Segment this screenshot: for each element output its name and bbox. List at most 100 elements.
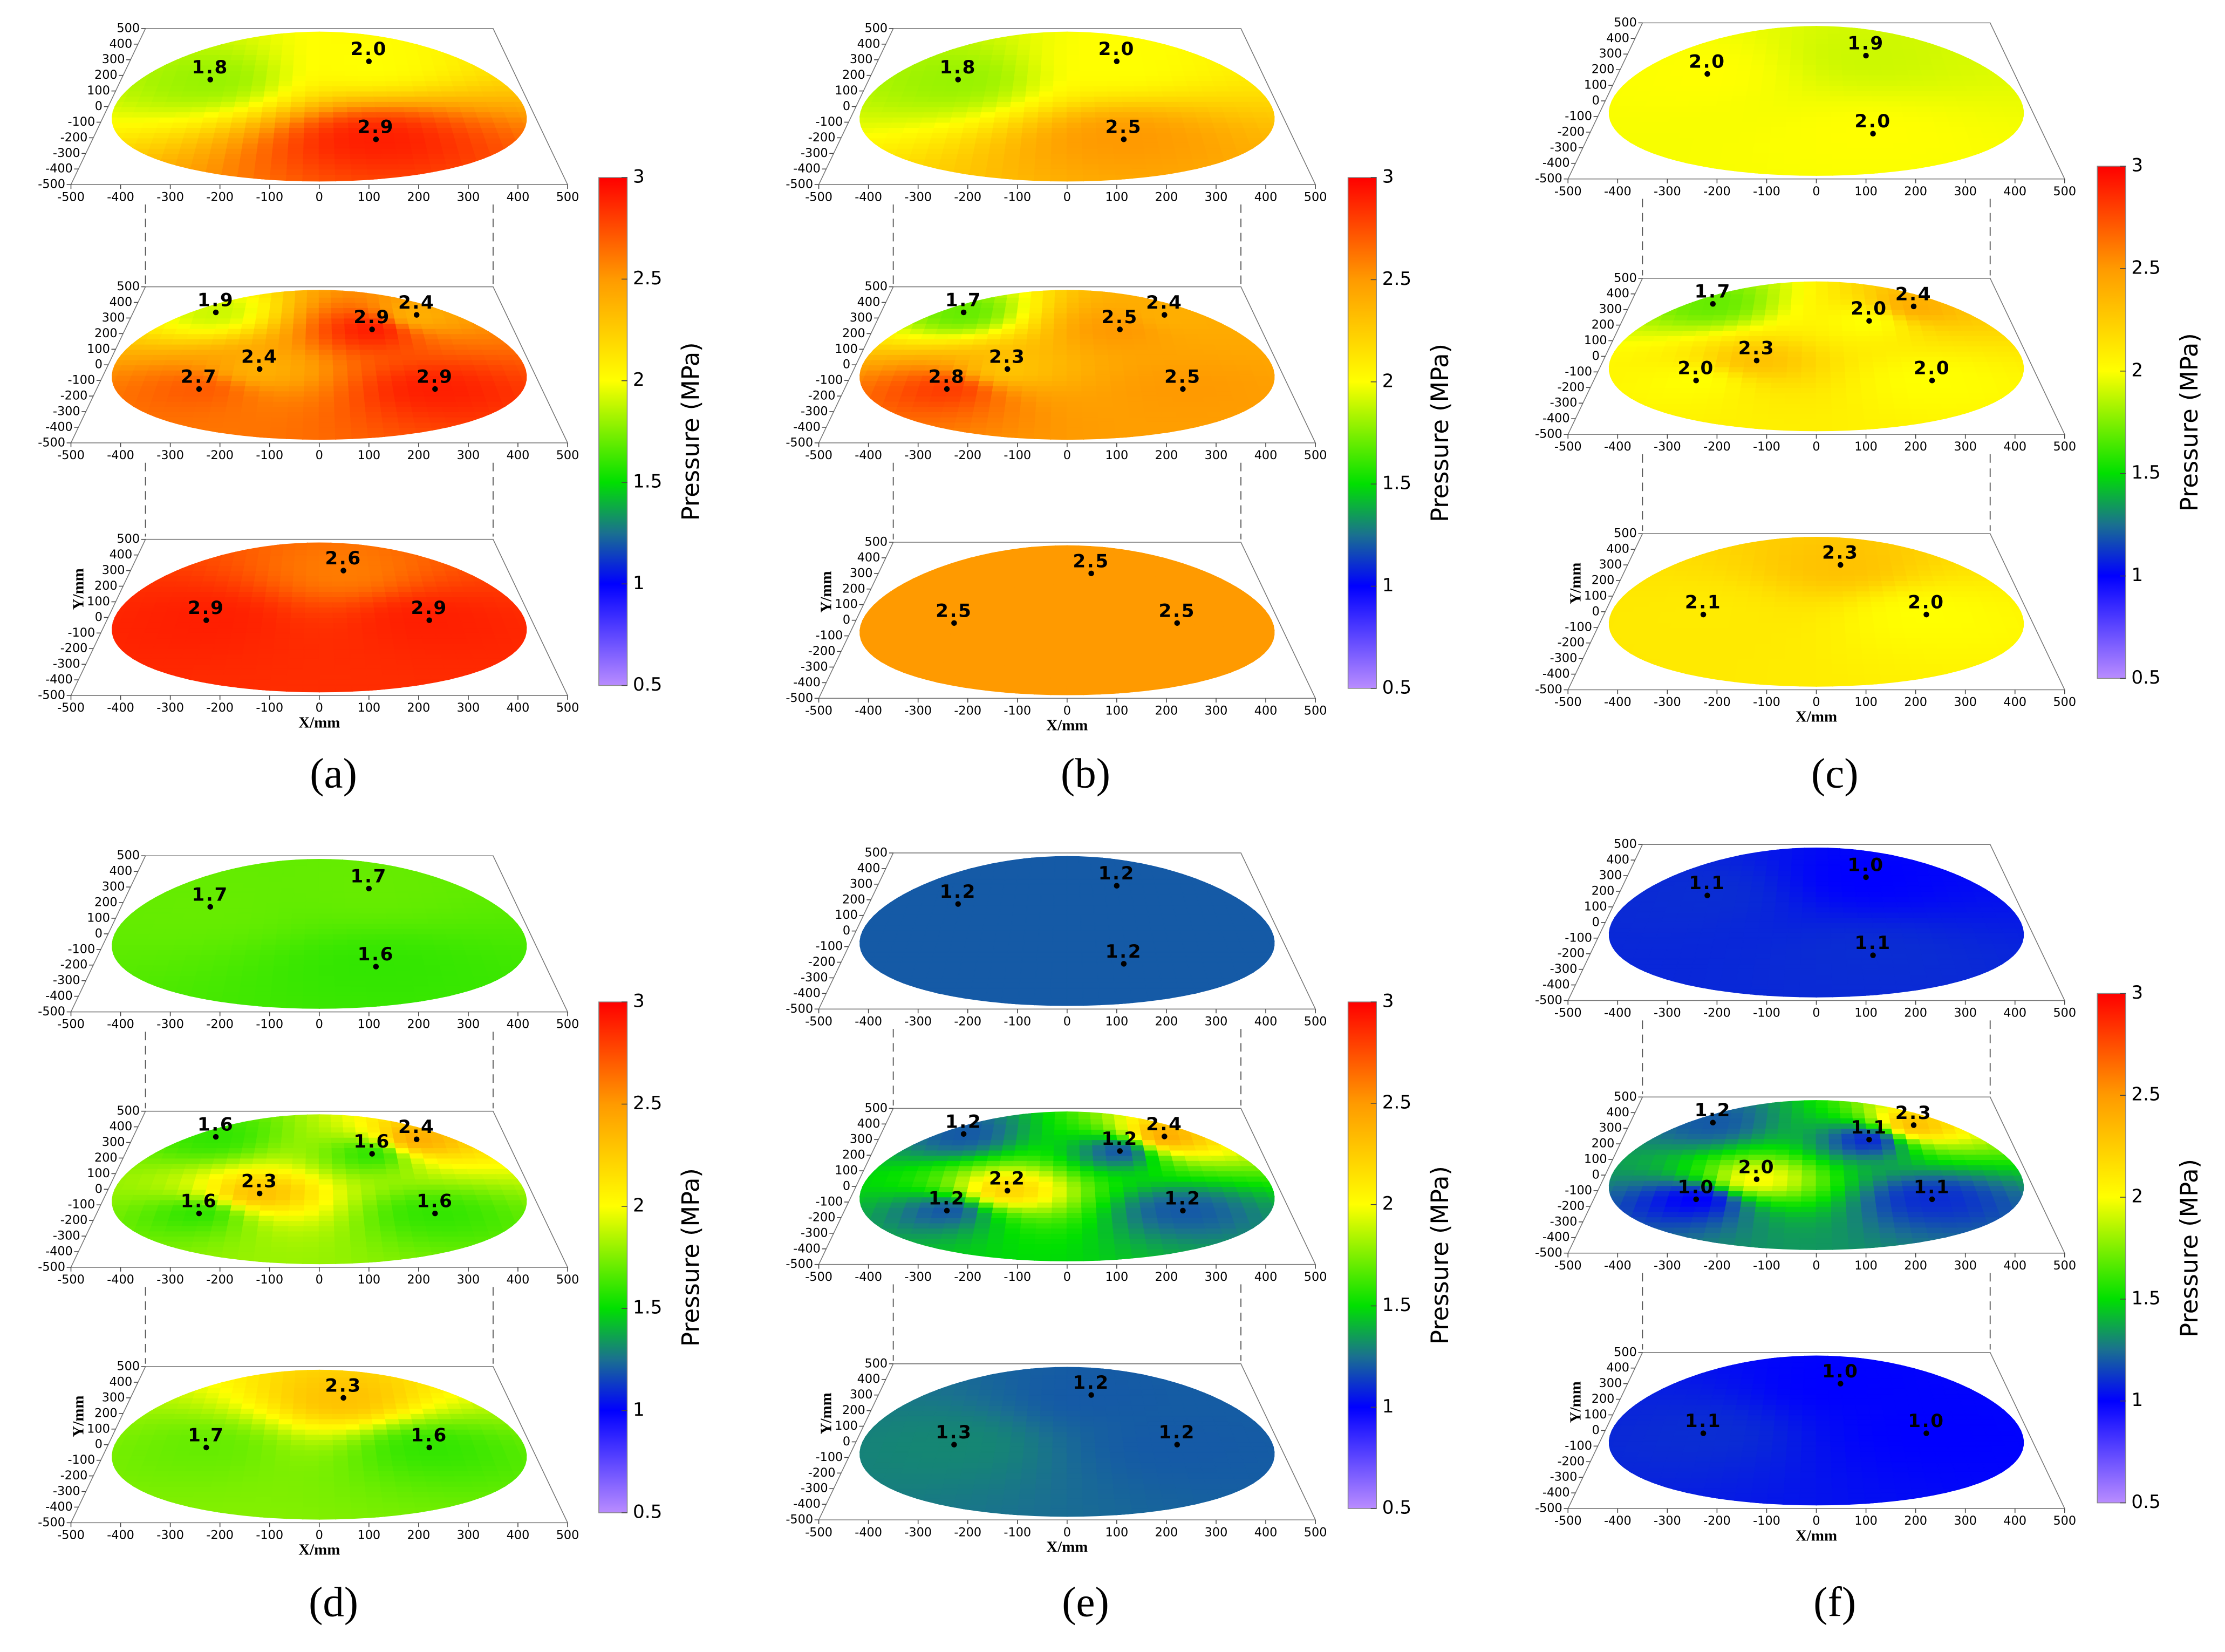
field-cell	[1093, 333, 1108, 339]
field-cell	[332, 354, 348, 360]
field-cell	[213, 390, 231, 397]
field-cell	[1199, 338, 1216, 345]
field-cell	[960, 333, 977, 339]
field-cell	[1038, 369, 1054, 376]
field-cell	[346, 359, 363, 366]
field-cell	[307, 31, 320, 35]
field-cell	[986, 421, 1005, 428]
field-cell	[140, 638, 158, 644]
field-cell	[1066, 385, 1083, 392]
field-cell	[417, 49, 432, 56]
field-cell	[954, 49, 970, 56]
field-cell	[451, 80, 468, 86]
field-cell	[388, 359, 405, 366]
field-cell	[1127, 137, 1144, 144]
field-cell	[333, 648, 351, 654]
field-cell	[956, 411, 974, 418]
field-cell	[991, 54, 1006, 60]
field-cell	[165, 95, 183, 102]
field-cell	[1131, 70, 1146, 76]
field-cell	[303, 142, 320, 149]
field-cell	[986, 163, 1005, 170]
field-cell	[413, 668, 432, 675]
field-cell	[227, 70, 243, 76]
field-cell	[1016, 49, 1031, 56]
field-cell	[332, 585, 346, 592]
field-cell	[1066, 43, 1080, 50]
field-cell	[219, 364, 236, 371]
field-cell	[1053, 80, 1068, 86]
field-cell	[318, 385, 335, 392]
field-cell	[944, 85, 961, 92]
field-cell	[195, 142, 214, 149]
field-cell	[432, 570, 448, 577]
field-cell	[237, 679, 256, 686]
field-cell	[240, 664, 258, 670]
field-cell	[331, 49, 345, 56]
field-cell	[1140, 385, 1157, 392]
field-cell	[1206, 411, 1225, 418]
field-cell	[318, 95, 334, 102]
x-tick-label: 400	[507, 701, 530, 715]
field-cell	[304, 121, 320, 128]
field-cell	[249, 606, 265, 613]
field-cell	[254, 421, 272, 428]
field-cell	[517, 369, 527, 376]
field-cell	[893, 625, 911, 631]
field-cell	[245, 43, 260, 50]
field-cell	[361, 374, 378, 381]
field-cell	[418, 622, 435, 629]
field-cell	[318, 100, 334, 107]
field-cell	[190, 106, 208, 113]
field-cell	[367, 168, 385, 175]
field-cell	[1154, 317, 1170, 324]
field-cell	[1082, 158, 1100, 165]
field-cell	[1053, 349, 1068, 355]
field-cell	[920, 116, 938, 123]
field-cell	[1218, 142, 1238, 149]
field-cell	[1080, 354, 1096, 360]
field-cell	[1131, 74, 1148, 81]
field-cell	[517, 111, 527, 118]
field-cell	[318, 674, 336, 681]
field-cell	[289, 638, 305, 644]
field-cell	[1175, 90, 1192, 97]
field-cell	[330, 290, 344, 293]
field-cell	[290, 106, 306, 113]
field-cell	[893, 111, 911, 118]
field-cell	[265, 74, 281, 81]
field-cell	[318, 142, 336, 149]
field-cell	[194, 406, 213, 412]
x-tick-label: -500	[805, 190, 832, 204]
field-cell	[193, 153, 211, 159]
field-cell	[347, 369, 363, 376]
field-cell	[1235, 364, 1253, 371]
field-cell	[269, 173, 288, 180]
field-cell	[318, 116, 335, 123]
field-cell	[261, 369, 277, 376]
field-cell	[1174, 406, 1192, 412]
x-tick-label: -400	[107, 701, 134, 715]
field-cell	[346, 354, 362, 360]
field-cell	[1191, 359, 1209, 366]
field-cell	[441, 147, 460, 154]
field-cell	[221, 427, 240, 433]
field-cell	[274, 127, 291, 133]
field-cell	[357, 575, 372, 582]
field-cell	[303, 664, 320, 670]
field-cell	[1164, 359, 1180, 366]
field-cell	[977, 127, 994, 133]
field-cell	[248, 100, 264, 107]
y-tick-label: 200	[94, 68, 118, 82]
field-cell	[1158, 142, 1176, 149]
field-cell	[175, 668, 194, 675]
y-tick-label: 500	[117, 279, 140, 293]
field-cell	[1078, 33, 1092, 40]
field-cell	[1002, 317, 1018, 324]
field-cell	[1202, 349, 1219, 355]
field-cell	[364, 142, 381, 149]
field-cell	[243, 132, 261, 139]
field-cell	[306, 43, 320, 50]
field-cell	[135, 359, 153, 366]
field-cell	[163, 64, 180, 71]
